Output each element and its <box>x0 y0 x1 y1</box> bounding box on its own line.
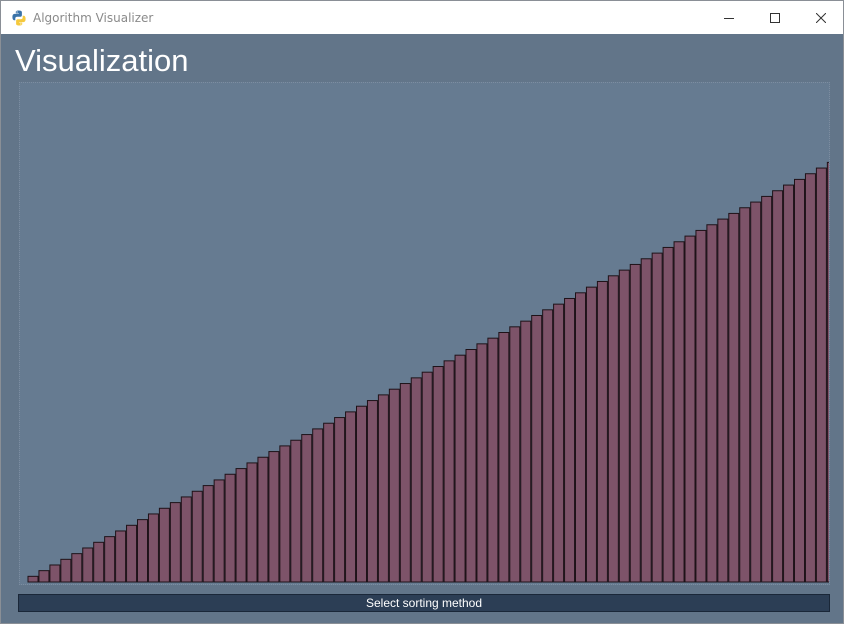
bar <box>104 536 116 583</box>
bar <box>334 417 346 583</box>
bar <box>345 411 357 583</box>
bar <box>38 570 50 583</box>
minimize-button[interactable] <box>706 1 752 34</box>
bar <box>377 394 389 583</box>
bar <box>618 269 630 583</box>
bar <box>268 451 280 583</box>
bar <box>421 371 433 583</box>
bar <box>542 309 554 583</box>
maximize-button[interactable] <box>752 1 798 34</box>
bar <box>684 235 696 583</box>
bar <box>60 558 72 583</box>
bar <box>257 456 269 583</box>
bar <box>629 263 641 583</box>
bar <box>772 190 784 583</box>
bar <box>147 513 159 583</box>
bar <box>235 468 247 583</box>
bar <box>794 178 805 583</box>
minimize-icon <box>724 17 734 19</box>
bar <box>783 184 795 583</box>
bar <box>356 405 367 583</box>
bar <box>673 241 685 583</box>
bar <box>202 485 214 583</box>
bar <box>71 553 83 583</box>
bar <box>191 490 203 583</box>
close-icon <box>816 12 826 23</box>
bar <box>509 326 521 583</box>
maximize-icon <box>770 12 780 23</box>
bar <box>651 252 663 583</box>
bar <box>290 439 302 583</box>
bar <box>476 343 488 583</box>
bar <box>312 428 324 583</box>
bar <box>27 575 39 583</box>
bar <box>465 349 477 583</box>
bar <box>553 303 565 583</box>
bar <box>158 507 170 583</box>
bar <box>213 479 225 583</box>
bar <box>432 366 444 583</box>
visualization-panel <box>19 82 830 585</box>
bar <box>246 462 258 583</box>
bar <box>520 320 532 583</box>
bar <box>115 530 127 583</box>
bar <box>301 434 313 583</box>
bar <box>137 519 148 583</box>
bar <box>804 173 816 583</box>
bar <box>739 207 751 583</box>
bar <box>126 524 138 583</box>
bar <box>750 201 762 583</box>
bar <box>487 337 499 583</box>
bar <box>498 332 510 583</box>
bar <box>640 258 652 583</box>
bar <box>531 314 543 583</box>
bar <box>169 502 181 583</box>
bar <box>410 377 422 583</box>
python-logo-icon <box>12 10 26 26</box>
bar <box>596 280 608 583</box>
title-bar[interactable]: Algorithm Visualizer <box>1 1 843 34</box>
bar-chart <box>27 161 829 583</box>
bar <box>706 224 718 583</box>
bar <box>399 383 411 583</box>
bar <box>826 161 829 583</box>
bar <box>388 388 400 583</box>
bar <box>761 195 773 583</box>
bar <box>454 354 466 583</box>
bar <box>662 246 674 583</box>
bar <box>279 445 291 583</box>
close-button[interactable] <box>798 1 844 34</box>
page-title: Visualization <box>15 43 189 78</box>
bar <box>728 212 740 583</box>
bar <box>717 218 729 583</box>
select-sorting-method-button[interactable]: Select sorting method <box>18 594 830 612</box>
bar <box>224 473 236 583</box>
bar <box>49 564 61 583</box>
bar <box>695 229 707 583</box>
bar <box>443 360 455 583</box>
bar <box>323 422 335 583</box>
bar <box>815 167 827 583</box>
bar <box>180 496 192 583</box>
bar <box>607 275 619 583</box>
bar <box>575 292 586 583</box>
bar <box>366 400 378 583</box>
bar <box>564 297 576 583</box>
bar <box>82 547 94 583</box>
client-area: Visualization Select sorting method <box>1 34 843 623</box>
bar <box>585 286 597 583</box>
window-title: Algorithm Visualizer <box>33 11 154 25</box>
bar <box>93 541 105 583</box>
